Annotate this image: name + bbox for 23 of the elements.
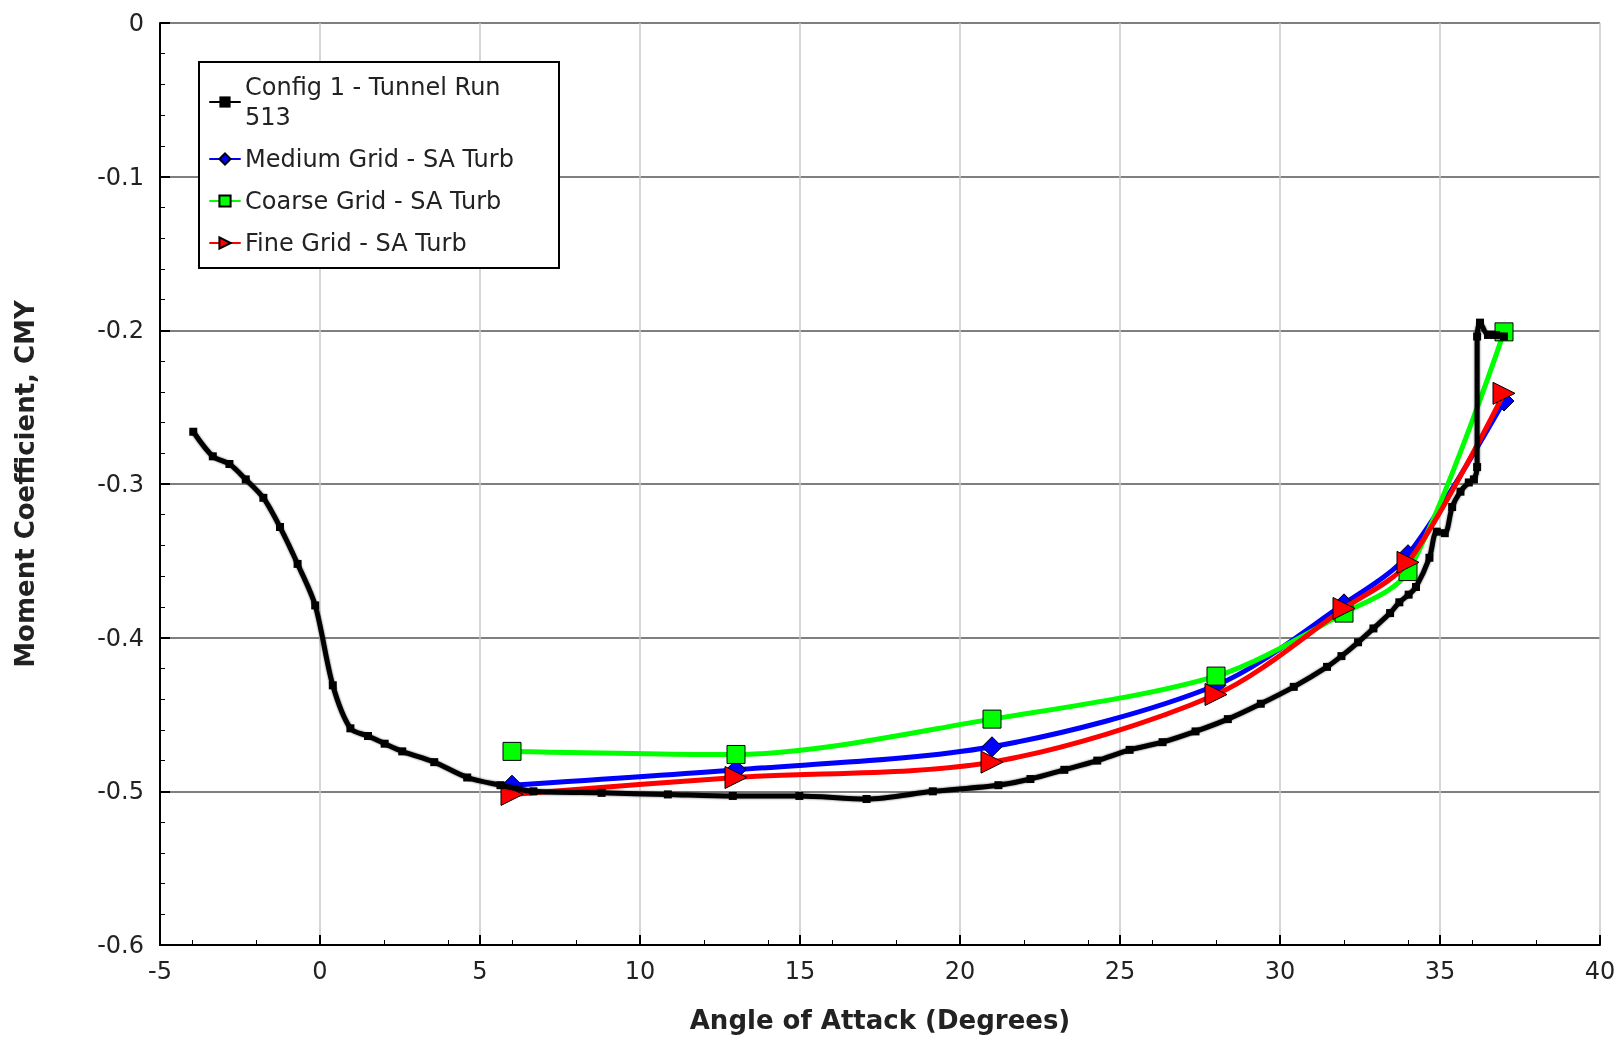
y-tick-label: -0.1 — [97, 162, 144, 191]
x-tick-label: 30 — [1264, 957, 1296, 985]
x-tick-label: 15 — [784, 957, 816, 985]
x-tick-label: 10 — [624, 957, 656, 985]
x-tick-label: 5 — [472, 957, 488, 985]
x-tick-label: 35 — [1424, 957, 1456, 985]
y-tick-label: -0.5 — [97, 777, 144, 806]
y-tick-label: -0.4 — [97, 623, 144, 652]
y-tick-label: -0.2 — [97, 316, 144, 345]
x-tick-label: 40 — [1584, 957, 1616, 985]
legend-label: Fine Grid - SA Turb — [245, 229, 467, 257]
y-axis-title: Moment Coefficient, CMY — [10, 299, 40, 668]
x-tick-label: 25 — [1104, 957, 1136, 985]
x-tick-label: 20 — [944, 957, 976, 985]
legend-label: Config 1 - Tunnel Run 513 — [245, 73, 509, 131]
legend-label: Coarse Grid - SA Turb — [245, 187, 502, 215]
x-tick-label: 0 — [312, 957, 328, 985]
x-tick-label: -5 — [148, 957, 172, 985]
y-tick-label: 0 — [128, 9, 144, 37]
x-axis-title: Angle of Attack (Degrees) — [689, 1005, 1071, 1035]
legend-label: Medium Grid - SA Turb — [245, 145, 514, 173]
y-tick-label: -0.3 — [97, 470, 144, 498]
y-tick-label: -0.6 — [97, 931, 144, 959]
